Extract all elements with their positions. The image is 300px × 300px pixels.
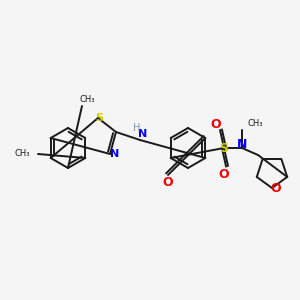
- Text: CH₃: CH₃: [248, 119, 263, 128]
- Text: O: O: [163, 176, 173, 188]
- Text: O: O: [271, 182, 281, 194]
- Text: CH₃: CH₃: [79, 94, 95, 103]
- Text: N: N: [237, 137, 247, 151]
- Text: H: H: [133, 123, 141, 133]
- Text: O: O: [211, 118, 221, 130]
- Text: CH₃: CH₃: [14, 149, 30, 158]
- Text: S: S: [95, 113, 103, 123]
- Text: N: N: [138, 129, 148, 139]
- Text: S: S: [220, 142, 229, 154]
- Text: O: O: [219, 167, 229, 181]
- Text: N: N: [110, 149, 120, 159]
